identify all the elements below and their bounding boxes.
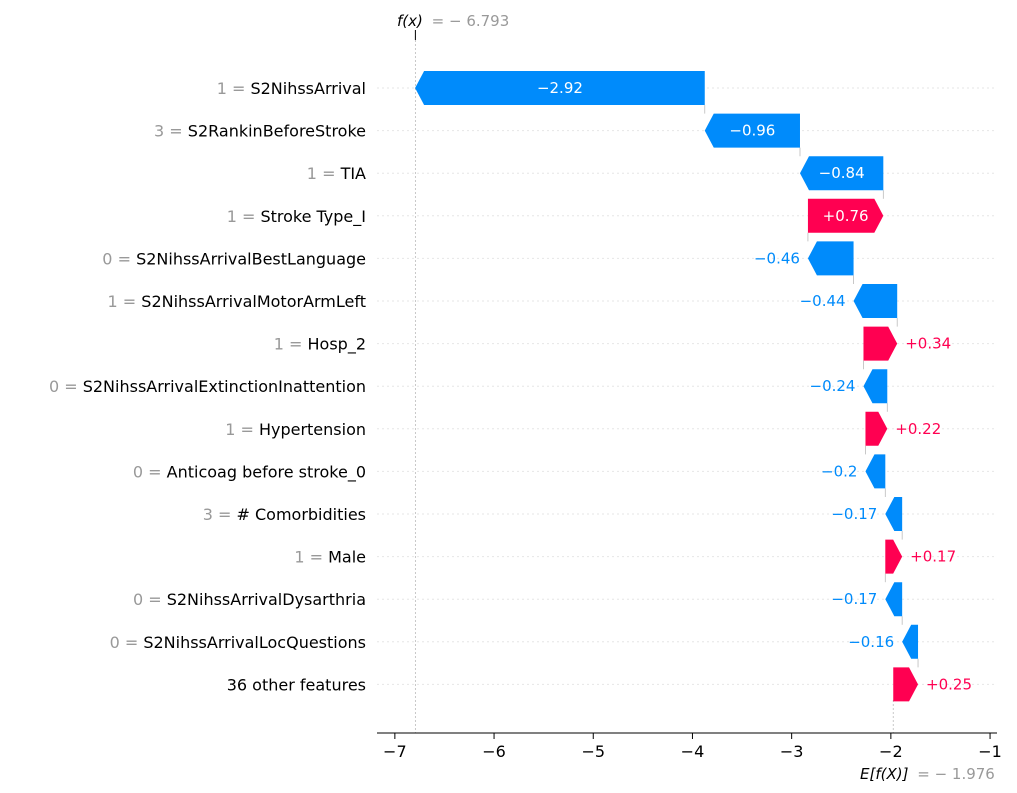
feature-name: Hypertension: [259, 420, 366, 439]
feature-name: S2NihssArrivalDysarthria: [167, 590, 366, 609]
bar-value-label: −0.44: [800, 292, 846, 310]
bar-value-label: −2.92: [537, 79, 583, 97]
feature-name: S2RankinBeforeStroke: [188, 122, 366, 141]
feature-value: 3 =: [203, 505, 237, 524]
x-tick-label: −5: [581, 742, 605, 761]
x-tick-label: −4: [681, 742, 705, 761]
x-tick-label: −1: [978, 742, 1002, 761]
feature-name: S2NihssArrivalLocQuestions: [143, 633, 366, 652]
feature-value: 0 =: [133, 590, 167, 609]
x-tick-label: −7: [383, 742, 407, 761]
feature-label: 0 = Anticoag before stroke_0: [133, 462, 366, 482]
fx-annotation: f(x) = − 6.793: [397, 12, 509, 30]
feature-labels: 1 = S2NihssArrival 3 = S2RankinBeforeStro…: [49, 79, 366, 694]
x-tick-label: −2: [879, 742, 903, 761]
base-annotation: E[f(X)] = − 1.976: [860, 765, 995, 783]
feature-value: 1 =: [227, 207, 261, 226]
bar-value-label: −0.17: [831, 590, 877, 608]
bar-negative: [885, 582, 903, 617]
bar-value-label: −0.16: [848, 633, 894, 651]
bar-value-label: +0.34: [905, 335, 951, 353]
feature-label: 0 = S2NihssArrivalExtinctionInattention: [49, 377, 366, 396]
feature-label: 1 = Male: [294, 548, 366, 567]
bars: −2.92 −0.96 −0.84 +0.76 −0.46 −0.44 +0.34 −0.24…: [415, 71, 972, 702]
bar-positive: [863, 326, 898, 361]
feature-label: 3 = # Comorbidities: [203, 505, 366, 524]
feature-label: 0 = S2NihssArrivalBestLanguage: [102, 249, 366, 268]
x-axis: −7 −6 −5 −4 −3 −2 −1: [377, 732, 1002, 761]
feature-value: 1 =: [217, 79, 251, 98]
bar-negative: [863, 369, 888, 404]
feature-label: 1 = S2NihssArrivalMotorArmLeft: [108, 292, 366, 311]
feature-label: 1 = Hosp_2: [274, 335, 366, 355]
reference-lines: [414, 30, 894, 733]
feature-value: 1 =: [294, 548, 328, 567]
x-tick-label: −6: [482, 742, 506, 761]
feature-value: 1 =: [307, 164, 341, 183]
bar-positive: [885, 539, 903, 574]
bar-positive: [865, 411, 888, 446]
bar-negative: [807, 241, 854, 276]
feature-name: Stroke Type_I: [260, 207, 366, 227]
bar-negative: [415, 71, 705, 105]
feature-label: 36 other features: [227, 675, 366, 694]
bar-value-label: +0.22: [895, 420, 941, 438]
feature-value: 1 =: [225, 420, 259, 439]
feature-name: TIA: [340, 164, 366, 183]
feature-name: S2NihssArrival: [250, 79, 366, 98]
feature-value: 0 =: [110, 633, 144, 652]
feature-name: S2NihssArrivalMotorArmLeft: [141, 292, 366, 311]
feature-label: 0 = S2NihssArrivalDysarthria: [133, 590, 366, 609]
feature-value: 0 =: [133, 462, 167, 481]
bar-negative: [704, 113, 800, 148]
bar-value-label: −0.2: [821, 462, 857, 480]
feature-name: 36 other features: [227, 675, 366, 694]
bar-value-label: −0.17: [831, 505, 877, 523]
bar-value-label: −0.96: [729, 122, 775, 140]
base-value: = − 1.976: [917, 765, 995, 783]
feature-value: 0 =: [102, 249, 136, 268]
bar-positive: [893, 667, 919, 702]
feature-label: 1 = Stroke Type_I: [227, 207, 366, 227]
bar-value-label: −0.24: [810, 377, 856, 395]
feature-value: 1 =: [274, 335, 308, 354]
bar-value-label: +0.17: [910, 548, 956, 566]
feature-label: 1 = TIA: [307, 164, 366, 183]
x-tick-label: −3: [780, 742, 804, 761]
bar-negative: [902, 624, 919, 659]
feature-name: Male: [328, 548, 366, 567]
bar-value-label: −0.46: [754, 249, 800, 267]
bar-negative: [853, 284, 898, 318]
feature-name: Hosp_2: [308, 335, 367, 355]
fx-value: = − 6.793: [432, 12, 510, 30]
feature-label: 0 = S2NihssArrivalLocQuestions: [110, 633, 366, 652]
feature-name: S2NihssArrivalBestLanguage: [136, 249, 366, 268]
fx-label: f(x): [397, 12, 423, 30]
feature-value: 3 =: [154, 122, 188, 141]
feature-value: 0 =: [49, 377, 83, 396]
bar-negative: [885, 497, 903, 531]
bar-value-label: +0.25: [926, 675, 972, 693]
bar-negative: [865, 454, 886, 489]
bar-value-label: +0.76: [823, 207, 869, 225]
feature-label: 3 = S2RankinBeforeStroke: [154, 122, 366, 141]
bar-positive: [807, 198, 884, 233]
bar-negative: [799, 156, 884, 191]
feature-name: # Comorbidities: [236, 505, 366, 524]
bar-value-label: −0.84: [819, 164, 865, 182]
feature-label: 1 = Hypertension: [225, 420, 366, 439]
feature-value: 1 =: [108, 292, 142, 311]
feature-name: Anticoag before stroke_0: [167, 462, 366, 482]
base-label: E[f(X)]: [860, 765, 909, 783]
feature-label: 1 = S2NihssArrival: [217, 79, 366, 98]
feature-name: S2NihssArrivalExtinctionInattention: [83, 377, 366, 396]
row-gridlines: [377, 87, 997, 685]
